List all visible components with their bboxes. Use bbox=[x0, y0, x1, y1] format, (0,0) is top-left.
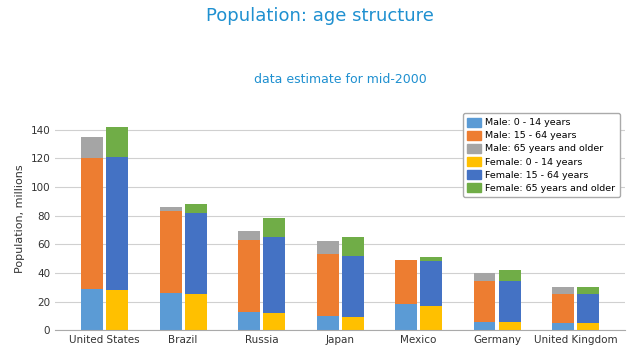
Bar bbox=[552, 294, 574, 323]
Y-axis label: Population, millions: Population, millions bbox=[15, 165, 25, 274]
Bar bbox=[159, 207, 182, 211]
Bar bbox=[577, 287, 599, 294]
Text: Population: age structure: Population: age structure bbox=[206, 7, 434, 25]
Bar bbox=[577, 323, 599, 330]
Bar bbox=[577, 294, 599, 323]
Bar bbox=[420, 261, 442, 306]
Bar bbox=[317, 241, 339, 254]
Bar bbox=[238, 240, 260, 311]
Bar bbox=[238, 311, 260, 330]
Bar bbox=[106, 157, 128, 290]
Bar bbox=[395, 260, 417, 304]
Bar bbox=[342, 256, 364, 317]
Bar bbox=[552, 323, 574, 330]
Bar bbox=[420, 257, 442, 261]
Bar bbox=[185, 294, 207, 330]
Bar bbox=[263, 219, 285, 237]
Bar bbox=[238, 231, 260, 240]
Bar bbox=[185, 204, 207, 213]
Bar bbox=[474, 273, 495, 282]
Bar bbox=[317, 254, 339, 316]
Bar bbox=[499, 270, 520, 282]
Bar bbox=[263, 237, 285, 313]
Bar bbox=[395, 304, 417, 330]
Bar bbox=[159, 211, 182, 293]
Bar bbox=[159, 293, 182, 330]
Bar bbox=[106, 127, 128, 157]
Legend: Male: 0 - 14 years, Male: 15 - 64 years, Male: 65 years and older, Female: 0 - 1: Male: 0 - 14 years, Male: 15 - 64 years,… bbox=[463, 113, 620, 197]
Bar bbox=[342, 317, 364, 330]
Bar bbox=[263, 313, 285, 330]
Bar bbox=[317, 316, 339, 330]
Bar bbox=[81, 289, 103, 330]
Bar bbox=[552, 287, 574, 294]
Bar bbox=[499, 321, 520, 330]
Bar bbox=[474, 282, 495, 321]
Bar bbox=[474, 321, 495, 330]
Title: data estimate for mid-2000: data estimate for mid-2000 bbox=[253, 73, 426, 86]
Bar bbox=[185, 213, 207, 294]
Bar bbox=[342, 237, 364, 256]
Bar bbox=[81, 158, 103, 289]
Bar bbox=[106, 290, 128, 330]
Bar bbox=[499, 282, 520, 321]
Bar bbox=[81, 137, 103, 158]
Bar bbox=[420, 306, 442, 330]
